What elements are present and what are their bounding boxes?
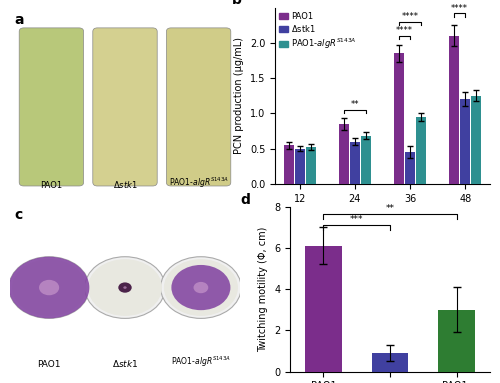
Bar — [394, 54, 404, 184]
Bar — [405, 152, 415, 184]
Text: d: d — [240, 193, 250, 206]
Circle shape — [194, 282, 208, 293]
Bar — [460, 99, 470, 184]
Text: PAO1: PAO1 — [38, 360, 61, 368]
Y-axis label: Twitching motility (Φ, cm): Twitching motility (Φ, cm) — [258, 226, 268, 352]
Circle shape — [124, 286, 126, 289]
Text: $\Delta\mathit{stk1}$: $\Delta\mathit{stk1}$ — [112, 358, 138, 368]
Text: ***: *** — [350, 215, 364, 224]
Circle shape — [9, 257, 90, 318]
Text: PAO1: PAO1 — [40, 181, 62, 190]
Bar — [306, 147, 316, 184]
Circle shape — [118, 282, 132, 293]
Text: PAO1-$\mathit{algR}^{S143A}$: PAO1-$\mathit{algR}^{S143A}$ — [168, 175, 228, 190]
X-axis label: Time (h): Time (h) — [359, 209, 406, 219]
Circle shape — [12, 259, 86, 316]
FancyBboxPatch shape — [24, 50, 79, 182]
Legend: PAO1, $\Delta$stk1, PAO1-$\mathit{algR}^{S143A}$: PAO1, $\Delta$stk1, PAO1-$\mathit{algR}^… — [279, 12, 356, 51]
Bar — [361, 136, 371, 184]
Text: ****: **** — [451, 3, 468, 13]
Bar — [416, 117, 426, 184]
Circle shape — [164, 259, 238, 316]
Bar — [471, 96, 482, 184]
Bar — [284, 145, 294, 184]
Text: **: ** — [350, 100, 359, 109]
Circle shape — [160, 257, 241, 318]
FancyBboxPatch shape — [98, 50, 152, 182]
Text: ****: **** — [402, 12, 418, 21]
Text: a: a — [14, 13, 24, 27]
Bar — [305, 246, 342, 372]
Bar — [449, 36, 459, 184]
Text: $\Delta\mathit{stk1}$: $\Delta\mathit{stk1}$ — [112, 178, 138, 190]
Bar — [350, 142, 360, 184]
FancyBboxPatch shape — [93, 28, 157, 186]
Circle shape — [9, 257, 90, 318]
Circle shape — [88, 259, 162, 316]
FancyBboxPatch shape — [19, 28, 84, 186]
Text: b: b — [232, 0, 242, 7]
FancyBboxPatch shape — [166, 28, 231, 186]
Circle shape — [172, 265, 230, 310]
Circle shape — [39, 280, 59, 295]
FancyBboxPatch shape — [171, 50, 226, 182]
Bar — [438, 310, 475, 372]
Y-axis label: PCN production (µg/mL): PCN production (µg/mL) — [234, 37, 244, 154]
Text: PAO1-$\mathit{algR}^{S143A}$: PAO1-$\mathit{algR}^{S143A}$ — [171, 354, 231, 368]
Text: ****: **** — [396, 26, 413, 35]
Text: **: ** — [386, 204, 394, 213]
Circle shape — [85, 257, 165, 318]
Bar — [372, 353, 408, 372]
Bar — [294, 149, 305, 184]
Bar — [339, 124, 349, 184]
Text: c: c — [14, 208, 23, 222]
